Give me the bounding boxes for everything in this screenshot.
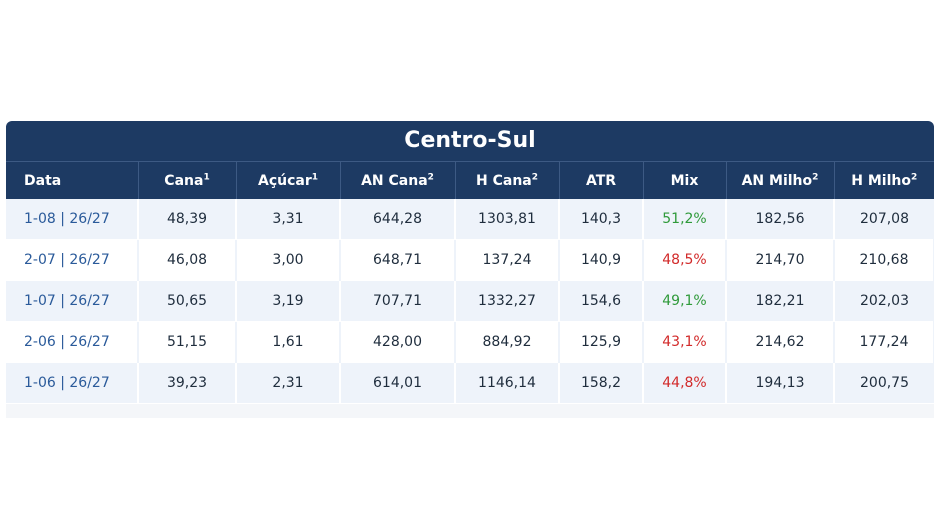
table-row: 2-07 | 26/27 46,08 3,00 648,71 137,24 14…	[6, 239, 934, 281]
cell-h-cana: 1303,81	[455, 199, 560, 240]
cell-an-milho: 194,13	[726, 362, 835, 404]
cell-date: 1-06 | 26/27	[6, 362, 139, 404]
table-row: 2-06 | 26/27 51,15 1,61 428,00 884,92 12…	[6, 321, 934, 363]
cell-an-cana: 707,71	[340, 280, 456, 322]
cell-h-milho: 200,75	[834, 362, 934, 404]
cell-cana: 48,39	[138, 199, 237, 240]
header-an-milho: AN Milho2	[726, 162, 835, 199]
cell-h-cana: 884,92	[455, 321, 560, 363]
cell-h-cana: 1146,14	[455, 362, 560, 404]
cell-h-cana: 137,24	[455, 239, 560, 281]
cell-atr: 140,3	[559, 199, 644, 240]
cell-date: 1-07 | 26/27	[6, 280, 139, 322]
cell-acucar: 3,19	[236, 280, 341, 322]
cell-atr: 158,2	[559, 362, 644, 404]
cell-atr: 125,9	[559, 321, 644, 363]
cell-acucar: 3,31	[236, 199, 341, 240]
header-h-milho: H Milho2	[834, 162, 934, 199]
cell-h-milho: 210,68	[834, 239, 934, 281]
table-title: Centro-Sul	[6, 121, 934, 162]
cell-atr: 154,6	[559, 280, 644, 322]
cell-atr: 140,9	[559, 239, 644, 281]
cell-cana: 39,23	[138, 362, 237, 404]
cell-an-milho: 182,21	[726, 280, 835, 322]
cell-h-milho: 207,08	[834, 199, 934, 240]
header-an-cana: AN Cana2	[340, 162, 456, 199]
data-table-container: Centro-Sul Data Cana1 Açúcar1 AN Cana2 H…	[6, 121, 934, 418]
cell-acucar: 3,00	[236, 239, 341, 281]
cell-mix: 43,1%	[643, 321, 727, 363]
cell-an-cana: 614,01	[340, 362, 456, 404]
table-row: 1-08 | 26/27 48,39 3,31 644,28 1303,81 1…	[6, 199, 934, 240]
cell-h-milho: 177,24	[834, 321, 934, 363]
table-row: 1-06 | 26/27 39,23 2,31 614,01 1146,14 1…	[6, 362, 934, 404]
cell-an-milho: 182,56	[726, 199, 835, 240]
cell-an-milho: 214,70	[726, 239, 835, 281]
cell-h-milho: 202,03	[834, 280, 934, 322]
table-row: 1-07 | 26/27 50,65 3,19 707,71 1332,27 1…	[6, 280, 934, 322]
cell-cana: 46,08	[138, 239, 237, 281]
cell-acucar: 2,31	[236, 362, 341, 404]
data-table: Data Cana1 Açúcar1 AN Cana2 H Cana2 ATR …	[6, 162, 934, 404]
cell-mix: 51,2%	[643, 199, 727, 240]
header-h-cana: H Cana2	[455, 162, 560, 199]
cell-cana: 50,65	[138, 280, 237, 322]
cell-acucar: 1,61	[236, 321, 341, 363]
header-row: Data Cana1 Açúcar1 AN Cana2 H Cana2 ATR …	[6, 162, 934, 199]
header-cana: Cana1	[138, 162, 237, 199]
header-data: Data	[6, 162, 139, 199]
cell-an-cana: 648,71	[340, 239, 456, 281]
cell-h-cana: 1332,27	[455, 280, 560, 322]
table-bottom-shade	[6, 404, 934, 418]
cell-date: 2-06 | 26/27	[6, 321, 139, 363]
cell-date: 2-07 | 26/27	[6, 239, 139, 281]
header-acucar: Açúcar1	[236, 162, 341, 199]
cell-mix: 49,1%	[643, 280, 727, 322]
cell-mix: 48,5%	[643, 239, 727, 281]
header-atr: ATR	[559, 162, 644, 199]
cell-cana: 51,15	[138, 321, 237, 363]
cell-mix: 44,8%	[643, 362, 727, 404]
cell-an-cana: 428,00	[340, 321, 456, 363]
cell-date: 1-08 | 26/27	[6, 199, 139, 240]
cell-an-cana: 644,28	[340, 199, 456, 240]
header-mix: Mix	[643, 162, 727, 199]
cell-an-milho: 214,62	[726, 321, 835, 363]
